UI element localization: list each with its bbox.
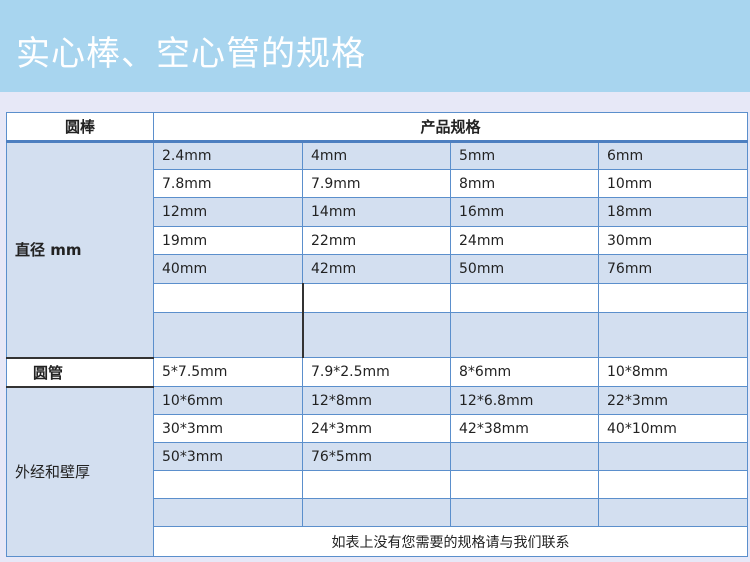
table-cell: 19mm [153, 226, 303, 255]
table-cell [597, 283, 749, 313]
table-cell: 10mm [597, 169, 749, 198]
title-bar: 实心棒、空心管的规格 [0, 0, 750, 92]
table-cell: 76mm [597, 254, 749, 284]
page-title: 实心棒、空心管的规格 [16, 34, 366, 74]
table-cell: 30mm [597, 226, 749, 255]
table-cell [302, 470, 451, 499]
spec-table: 圆棒 产品规格 直径 mm 2.4mm 4mm 5mm 6mm 7.8mm 7.9mm 8mm… [6, 112, 749, 557]
table-row [7, 470, 749, 499]
table-cell [153, 312, 303, 358]
table-cell: 14mm [302, 197, 451, 227]
pipe-header-row: 圆管 5*7.5mm 7.9*2.5mm 8*6mm 10*8mm [6, 356, 749, 388]
table-cell: 5mm [450, 141, 599, 170]
pipe-size-label: 外经和壁厚 [6, 386, 154, 557]
table-row: 外经和壁厚 10*6mm 12*8mm 12*6.8mm 22*3mm [6, 386, 749, 557]
contact-note: 如表上没有您需要的规格请与我们联系 [152, 526, 749, 557]
table-row: 50*3mm 76*5mm [7, 442, 749, 471]
table-cell: 30*3mm [153, 414, 303, 443]
table-cell: 50*3mm [153, 442, 303, 471]
table-cell: 10*8mm [597, 357, 749, 387]
table-cell [153, 470, 303, 499]
note-row: 如表上没有您需要的规格请与我们联系 [7, 526, 749, 557]
table-cell [597, 312, 749, 358]
table-cell: 42mm [302, 254, 451, 284]
table-header-row: 圆棒 产品规格 [6, 112, 749, 143]
table-cell: 12*6.8mm [450, 386, 599, 415]
table-cell: 2.4mm [153, 141, 303, 170]
table-cell: 22*3mm [597, 386, 749, 415]
table-cell: 10*6mm [153, 386, 303, 415]
table-cell: 8*6mm [450, 357, 599, 387]
rod-header: 圆棒 [6, 112, 154, 143]
table-cell: 12mm [153, 197, 303, 227]
rod-diameter-label: 直径 mm [6, 141, 154, 358]
table-cell: 7.8mm [153, 169, 303, 198]
table-cell: 8mm [450, 169, 599, 198]
table-cell [450, 498, 599, 527]
table-cell: 24mm [450, 226, 599, 255]
table-row [7, 312, 749, 358]
table-cell: 50mm [450, 254, 599, 284]
table-cell: 42*38mm [450, 414, 599, 443]
table-row: 40mm 42mm 50mm 76mm [7, 254, 749, 284]
table-cell: 18mm [597, 197, 749, 227]
table-cell [301, 312, 451, 358]
table-cell [153, 498, 303, 527]
table-cell [301, 283, 451, 313]
table-row: 19mm 22mm 24mm 30mm [7, 226, 749, 255]
table-cell: 7.9*2.5mm [302, 357, 451, 387]
spec-header: 产品规格 [152, 112, 749, 143]
table-cell: 12*8mm [302, 386, 451, 415]
table-cell [597, 442, 749, 471]
table-row: 12mm 14mm 16mm 18mm [7, 197, 749, 227]
table-row: 直径 mm 2.4mm 4mm 5mm 6mm [6, 141, 749, 358]
table-row: 7.8mm 7.9mm 8mm 10mm [7, 169, 749, 198]
table-cell: 22mm [302, 226, 451, 255]
table-cell: 40*10mm [597, 414, 749, 443]
table-cell: 16mm [450, 197, 599, 227]
table-cell: 4mm [302, 141, 451, 170]
pipe-header-label: 圆管 [6, 356, 154, 388]
table-cell [153, 283, 303, 313]
table-cell: 5*7.5mm [153, 357, 303, 387]
table-cell [450, 283, 599, 313]
table-cell: 24*3mm [302, 414, 451, 443]
table-cell [450, 442, 599, 471]
table-cell [597, 498, 749, 527]
table-cell: 76*5mm [302, 442, 451, 471]
table-cell: 6mm [597, 141, 749, 170]
table-cell [450, 470, 599, 499]
table-cell: 7.9mm [302, 169, 451, 198]
table-cell [597, 470, 749, 499]
table-cell [302, 498, 451, 527]
table-cell [450, 312, 599, 358]
table-cell: 40mm [153, 254, 303, 284]
